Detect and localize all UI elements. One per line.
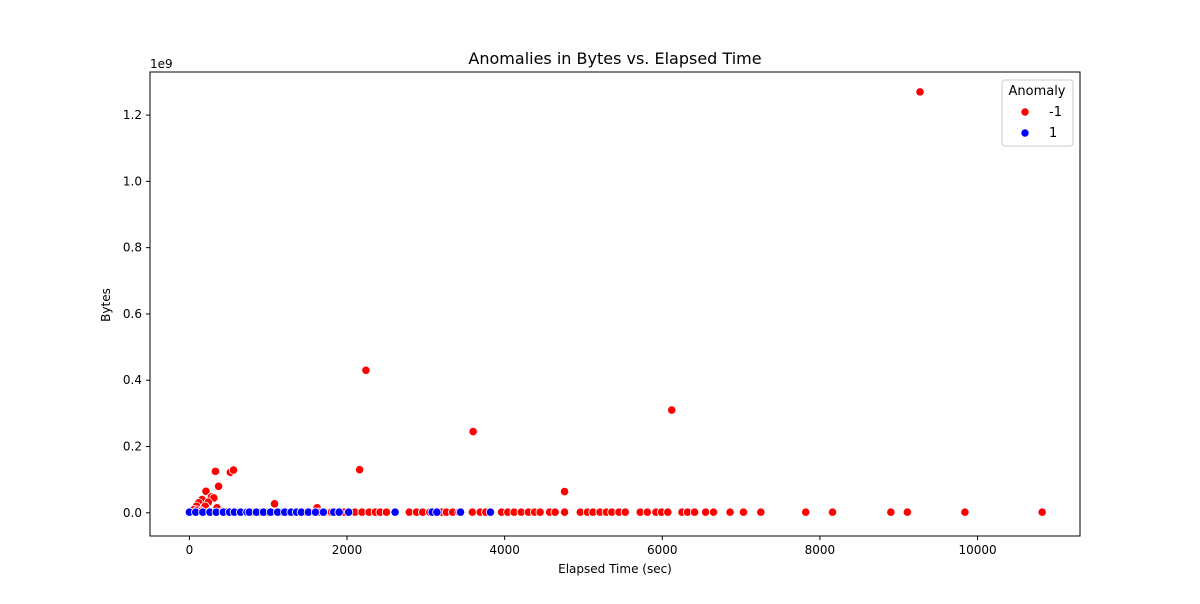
legend-label-negative-one: -1 — [1049, 105, 1062, 120]
y-tick-label: 0.6 — [123, 307, 142, 321]
scatter-point — [1037, 507, 1047, 517]
scatter-point — [708, 507, 719, 517]
scatter-point — [432, 507, 442, 517]
scatter-point — [361, 365, 371, 375]
scatter-point — [738, 507, 749, 517]
scatter-point — [756, 507, 766, 517]
scatter-points — [184, 87, 1047, 517]
y-tick-label: 1.0 — [123, 174, 142, 188]
scatter-point — [642, 507, 652, 517]
scatter-point — [468, 426, 478, 437]
legend: Anomaly -1 1 — [1001, 79, 1074, 147]
y-tick-label: 0.8 — [123, 241, 142, 255]
plot-area-frame — [149, 71, 1081, 537]
scatter-point — [559, 507, 570, 517]
y-axis-ticks: 0.0 0.2 0.4 0.6 0.8 1.0 1.2 — [123, 108, 150, 520]
scatter-point — [902, 507, 912, 517]
scatter-point — [886, 507, 896, 517]
scatter-point — [390, 507, 400, 517]
x-axis-ticks: 0 2000 4000 6000 8000 10000 — [186, 536, 997, 557]
scatter-point — [269, 499, 280, 509]
scatter-point — [355, 465, 365, 475]
scatter-point — [960, 507, 970, 517]
scatter-point — [485, 507, 496, 517]
legend-box — [1001, 79, 1074, 147]
scatter-point — [467, 507, 477, 517]
x-axis-label: Elapsed Time (sec) — [558, 562, 672, 576]
series-anomaly-one — [184, 507, 496, 517]
scatter-point — [318, 507, 328, 517]
y-axis-offset-label: 1e9 — [150, 57, 173, 71]
scatter-point — [801, 507, 811, 517]
scatter-point — [827, 507, 838, 517]
scatter-point — [667, 405, 677, 415]
legend-marker-negative-one — [1020, 107, 1030, 117]
scatter-point — [535, 507, 545, 517]
scatter-point — [213, 481, 224, 491]
x-tick-label: 10000 — [958, 543, 996, 557]
y-tick-label: 0.4 — [123, 373, 142, 387]
scatter-point — [228, 465, 239, 475]
legend-label-one: 1 — [1049, 126, 1057, 141]
legend-title: Anomaly — [1008, 84, 1065, 99]
scatter-point — [663, 507, 673, 517]
scatter-point — [344, 507, 354, 517]
chart-title: Anomalies in Bytes vs. Elapsed Time — [468, 49, 761, 68]
y-tick-label: 0.0 — [123, 506, 142, 520]
scatter-point — [334, 507, 344, 517]
x-tick-label: 4000 — [489, 543, 520, 557]
scatter-point — [310, 507, 321, 517]
x-tick-label: 0 — [186, 543, 194, 557]
scatter-point — [210, 466, 221, 476]
scatter-point — [381, 507, 392, 517]
scatter-point — [915, 87, 925, 97]
scatter-point — [690, 507, 700, 517]
scatter-point — [550, 507, 560, 517]
x-tick-label: 2000 — [332, 543, 363, 557]
scatter-point — [620, 507, 630, 517]
legend-marker-one — [1020, 128, 1030, 138]
y-tick-label: 1.2 — [123, 108, 142, 122]
y-axis-label: Bytes — [99, 288, 113, 322]
scatter-point — [559, 486, 570, 497]
x-tick-label: 8000 — [805, 543, 836, 557]
scatter-point — [701, 507, 711, 517]
scatter-point — [725, 507, 735, 517]
x-tick-label: 6000 — [647, 543, 678, 557]
scatter-point — [201, 486, 211, 496]
scatter-point — [455, 507, 466, 517]
y-tick-label: 0.2 — [123, 440, 142, 454]
